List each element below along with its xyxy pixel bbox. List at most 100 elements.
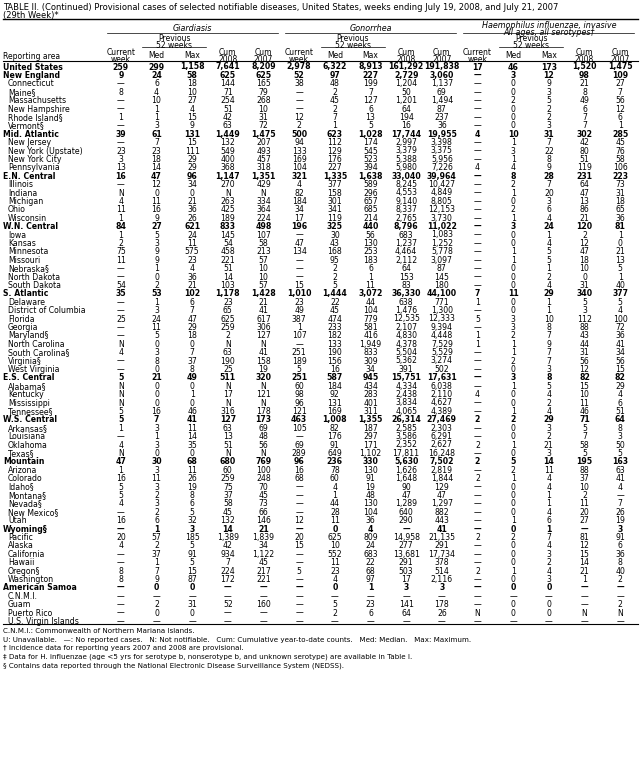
Text: 511: 511 xyxy=(220,373,236,382)
Text: 54: 54 xyxy=(116,281,126,290)
Text: 4: 4 xyxy=(618,390,622,399)
Text: 1: 1 xyxy=(154,432,159,441)
Text: 4: 4 xyxy=(618,306,622,315)
Text: 82: 82 xyxy=(615,373,626,382)
Text: N: N xyxy=(617,608,623,618)
Text: 6: 6 xyxy=(154,516,159,525)
Text: 5: 5 xyxy=(154,230,159,239)
Text: —: — xyxy=(224,617,231,626)
Text: 65: 65 xyxy=(223,306,233,315)
Text: 18: 18 xyxy=(187,79,197,89)
Text: 0: 0 xyxy=(511,575,515,584)
Text: 18: 18 xyxy=(187,331,197,340)
Text: N: N xyxy=(261,399,267,407)
Text: 2: 2 xyxy=(154,281,159,290)
Text: 72: 72 xyxy=(615,323,625,332)
Text: —: — xyxy=(296,483,303,491)
Text: 945: 945 xyxy=(362,373,379,382)
Text: Delaware: Delaware xyxy=(8,298,45,306)
Text: 58: 58 xyxy=(187,71,197,80)
Text: 7: 7 xyxy=(546,331,551,340)
Text: 320: 320 xyxy=(256,373,272,382)
Text: 0: 0 xyxy=(511,264,515,273)
Text: 277: 277 xyxy=(399,541,413,551)
Text: 171: 171 xyxy=(363,440,378,450)
Text: 316: 316 xyxy=(221,407,235,416)
Text: 4: 4 xyxy=(119,348,123,357)
Text: 11: 11 xyxy=(187,466,197,474)
Text: 685: 685 xyxy=(363,206,378,214)
Text: 21: 21 xyxy=(187,197,197,206)
Text: 9: 9 xyxy=(190,122,195,130)
Text: 589: 589 xyxy=(363,180,378,189)
Text: Previous: Previous xyxy=(158,34,190,43)
Text: —: — xyxy=(474,239,481,248)
Text: —: — xyxy=(474,516,481,525)
Text: 90: 90 xyxy=(401,483,411,491)
Text: Giardiasis: Giardiasis xyxy=(172,24,212,33)
Text: 12: 12 xyxy=(544,71,554,80)
Text: 20: 20 xyxy=(579,507,589,517)
Text: 133: 133 xyxy=(292,146,306,156)
Text: 119: 119 xyxy=(577,163,592,172)
Text: 340: 340 xyxy=(576,290,592,298)
Text: 1,147: 1,147 xyxy=(215,172,240,181)
Text: 45: 45 xyxy=(258,558,269,567)
Text: 52: 52 xyxy=(223,600,233,609)
Text: 289: 289 xyxy=(292,449,306,458)
Text: 270: 270 xyxy=(221,180,235,189)
Text: —: — xyxy=(296,340,303,349)
Text: 290: 290 xyxy=(399,516,413,525)
Text: —: — xyxy=(296,575,303,584)
Text: Mountain: Mountain xyxy=(3,457,44,467)
Text: —: — xyxy=(296,584,303,592)
Text: 1: 1 xyxy=(332,122,337,130)
Text: 4: 4 xyxy=(297,180,302,189)
Text: 111: 111 xyxy=(185,146,199,156)
Text: 2: 2 xyxy=(154,491,159,500)
Text: 133: 133 xyxy=(328,340,342,349)
Text: 30: 30 xyxy=(330,230,340,239)
Text: 15: 15 xyxy=(187,113,197,122)
Text: N: N xyxy=(118,340,124,349)
Text: 23: 23 xyxy=(116,146,126,156)
Text: 46: 46 xyxy=(187,407,197,416)
Text: Arkansas§: Arkansas§ xyxy=(8,424,48,433)
Text: —: — xyxy=(403,591,410,601)
Text: 1: 1 xyxy=(511,256,515,265)
Text: Kansas: Kansas xyxy=(8,239,36,248)
Text: 8: 8 xyxy=(510,172,516,181)
Text: 3: 3 xyxy=(618,432,622,441)
Text: 0: 0 xyxy=(511,432,515,441)
Text: 309: 309 xyxy=(363,357,378,366)
Text: 5: 5 xyxy=(510,457,516,467)
Text: 253: 253 xyxy=(363,247,378,256)
Text: 153: 153 xyxy=(399,273,413,282)
Text: 5,980: 5,980 xyxy=(395,163,417,172)
Text: 3: 3 xyxy=(511,146,515,156)
Text: 5: 5 xyxy=(618,264,622,273)
Text: 79: 79 xyxy=(258,88,269,97)
Text: 2,116: 2,116 xyxy=(431,575,453,584)
Text: 29: 29 xyxy=(187,323,197,332)
Text: 87: 87 xyxy=(437,264,447,273)
Text: —: — xyxy=(117,584,124,592)
Text: 1: 1 xyxy=(511,155,515,164)
Text: N: N xyxy=(225,189,231,197)
Text: 291: 291 xyxy=(435,541,449,551)
Text: 2: 2 xyxy=(511,466,515,474)
Text: 107: 107 xyxy=(292,331,306,340)
Text: 132: 132 xyxy=(221,138,235,147)
Text: 10: 10 xyxy=(579,264,590,273)
Text: 25: 25 xyxy=(223,365,233,374)
Text: Med: Med xyxy=(505,51,521,60)
Text: —: — xyxy=(296,608,303,618)
Text: 11: 11 xyxy=(116,256,126,265)
Text: 72: 72 xyxy=(258,122,269,130)
Text: —: — xyxy=(117,105,125,113)
Text: 1,428: 1,428 xyxy=(251,290,276,298)
Text: 29: 29 xyxy=(187,163,197,172)
Text: 35: 35 xyxy=(187,440,197,450)
Text: —: — xyxy=(331,617,338,626)
Text: 1,252: 1,252 xyxy=(431,239,453,248)
